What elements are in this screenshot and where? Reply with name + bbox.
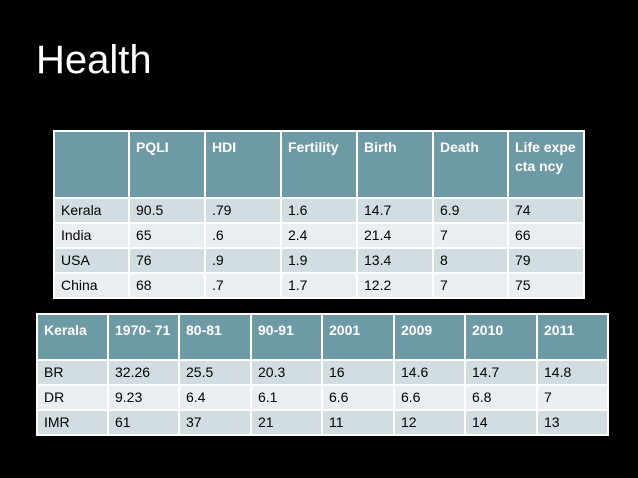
table-cell: DR xyxy=(36,384,109,411)
table-row: China 68 .7 1.7 12.2 7 75 xyxy=(53,272,585,299)
table-cell: 61 xyxy=(107,409,180,436)
header-cell: 2011 xyxy=(536,313,609,361)
table-cell: 11 xyxy=(321,409,395,436)
table-cell: 12.2 xyxy=(356,272,434,299)
table-cell: 25.5 xyxy=(178,359,252,386)
header-cell: 80-81 xyxy=(178,313,252,361)
table-cell: 6.4 xyxy=(178,384,252,411)
table-cell: IMR xyxy=(36,409,109,436)
table-cell: 65 xyxy=(128,222,206,249)
table-cell: 32.26 xyxy=(107,359,180,386)
table-cell: 1.6 xyxy=(280,197,358,224)
table-cell: USA xyxy=(53,247,130,274)
table-cell: 14.7 xyxy=(356,197,434,224)
header-cell: PQLI xyxy=(128,130,206,199)
table-cell: 75 xyxy=(507,272,585,299)
table-cell: 74 xyxy=(507,197,585,224)
table-cell: 14.8 xyxy=(536,359,609,386)
table-cell: .9 xyxy=(204,247,282,274)
table-cell: 6.6 xyxy=(321,384,395,411)
table-cell: .79 xyxy=(204,197,282,224)
kerala-vital-rates-table: Kerala 1970- 71 80-81 90-91 2001 2009 20… xyxy=(36,313,609,436)
table-cell: 7 xyxy=(536,384,609,411)
header-cell: Death xyxy=(432,130,509,199)
header-cell: Kerala xyxy=(36,313,109,361)
table-cell: 8 xyxy=(432,247,509,274)
table-cell: 1.7 xyxy=(280,272,358,299)
table-cell: 76 xyxy=(128,247,206,274)
table-cell: China xyxy=(53,272,130,299)
table-cell: 21.4 xyxy=(356,222,434,249)
table-row: IMR 61 37 21 11 12 14 13 xyxy=(36,409,609,436)
table-cell: 1.9 xyxy=(280,247,358,274)
table-cell: 9.23 xyxy=(107,384,180,411)
header-cell: 1970- 71 xyxy=(107,313,180,361)
table-header-row: Kerala 1970- 71 80-81 90-91 2001 2009 20… xyxy=(36,313,609,361)
header-cell: 90-91 xyxy=(250,313,323,361)
table-cell: 6.8 xyxy=(464,384,538,411)
header-cell: 2001 xyxy=(321,313,395,361)
table-cell: India xyxy=(53,222,130,249)
header-cell: 2009 xyxy=(393,313,466,361)
header-cell: HDI xyxy=(204,130,282,199)
table-row: Kerala 90.5 .79 1.6 14.7 6.9 74 xyxy=(53,197,585,224)
table-cell: 6.1 xyxy=(250,384,323,411)
table-cell: 90.5 xyxy=(128,197,206,224)
table-row: DR 9.23 6.4 6.1 6.6 6.6 6.8 7 xyxy=(36,384,609,411)
health-indicators-table: PQLI HDI Fertility Birth Death Life expe… xyxy=(53,130,585,299)
table-cell: 12 xyxy=(393,409,466,436)
table-cell: BR xyxy=(36,359,109,386)
header-cell: Fertility xyxy=(280,130,358,199)
table-cell: 13.4 xyxy=(356,247,434,274)
table-cell: 14.6 xyxy=(393,359,466,386)
table-cell: Kerala xyxy=(53,197,130,224)
table-cell: 68 xyxy=(128,272,206,299)
header-cell: Birth xyxy=(356,130,434,199)
table-cell: 21 xyxy=(250,409,323,436)
table-row: USA 76 .9 1.9 13.4 8 79 xyxy=(53,247,585,274)
header-cell xyxy=(53,130,130,199)
table-header-row: PQLI HDI Fertility Birth Death Life expe… xyxy=(53,130,585,199)
table-cell: 7 xyxy=(432,222,509,249)
table-cell: 16 xyxy=(321,359,395,386)
table-cell: 13 xyxy=(536,409,609,436)
table-row: BR 32.26 25.5 20.3 16 14.6 14.7 14.8 xyxy=(36,359,609,386)
table-cell: 66 xyxy=(507,222,585,249)
table-cell: .6 xyxy=(204,222,282,249)
table-cell: 6.6 xyxy=(393,384,466,411)
table-cell: 79 xyxy=(507,247,585,274)
table-cell: 2.4 xyxy=(280,222,358,249)
table-cell: 14 xyxy=(464,409,538,436)
table-cell: 37 xyxy=(178,409,252,436)
table-row: India 65 .6 2.4 21.4 7 66 xyxy=(53,222,585,249)
table-cell: 14.7 xyxy=(464,359,538,386)
table-cell: 7 xyxy=(432,272,509,299)
slide-title: Health xyxy=(36,38,152,82)
table-cell: 20.3 xyxy=(250,359,323,386)
header-cell: 2010 xyxy=(464,313,538,361)
header-cell: Life expecta ncy xyxy=(507,130,585,199)
table-cell: 6.9 xyxy=(432,197,509,224)
table-cell: .7 xyxy=(204,272,282,299)
